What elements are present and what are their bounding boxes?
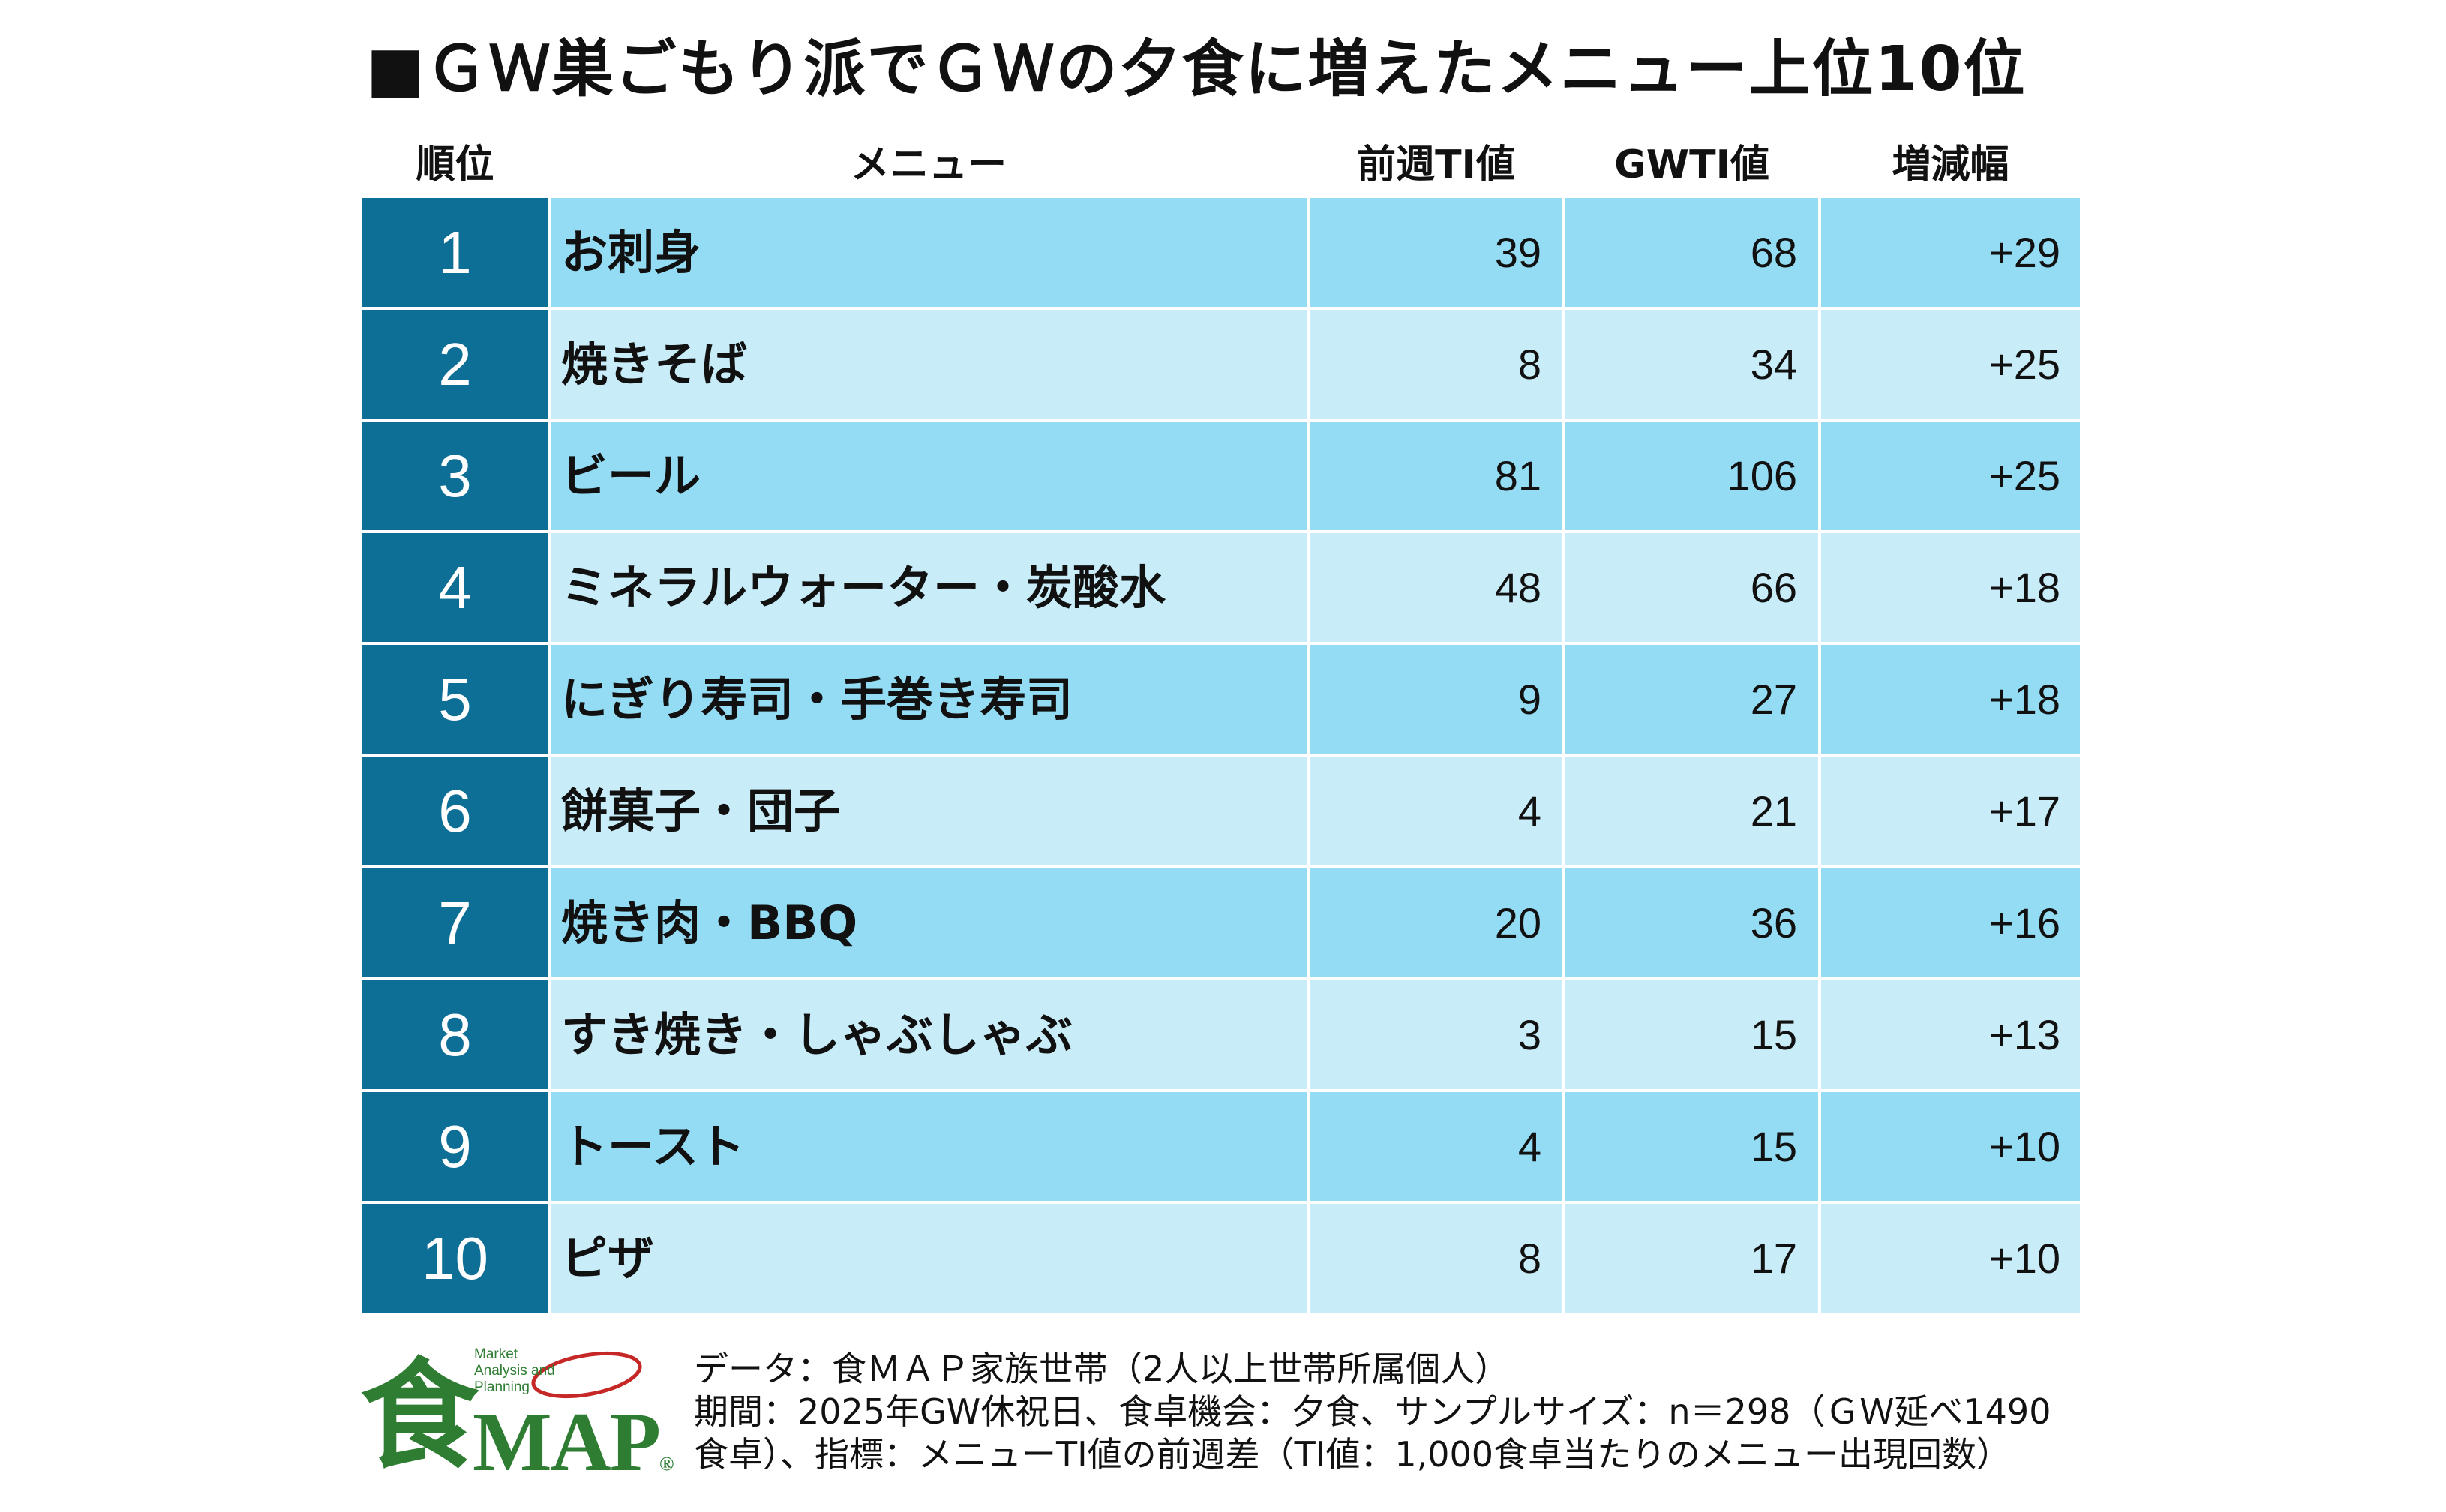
prev-ti-cell: 20 (1310, 868, 1562, 977)
prev-ti-cell: 4 (1310, 757, 1562, 866)
menu-cell: トースト (551, 1092, 1307, 1201)
logo-tagline: Market Analysis and Planning (474, 1346, 555, 1396)
prev-ti-cell: 8 (1310, 310, 1562, 418)
prev-ti-cell: 9 (1310, 645, 1562, 754)
diff-cell: +17 (1821, 757, 2080, 866)
gw-ti-cell: 66 (1565, 533, 1818, 642)
gw-ti-cell: 27 (1565, 645, 1818, 754)
gw-ti-cell: 15 (1565, 980, 1818, 1089)
gw-ti-cell: 21 (1565, 757, 1818, 866)
table-row: 3 ビール 81 106 +25 (362, 422, 2080, 533)
table-row: 9 トースト 4 15 +10 (362, 1092, 2080, 1204)
logo-swoosh-icon (531, 1352, 642, 1398)
registered-mark: ® (659, 1453, 674, 1474)
rank-cell: 4 (362, 533, 548, 642)
diff-cell: +10 (1821, 1092, 2080, 1201)
logo-tagline-line: Planning (474, 1379, 530, 1395)
diff-cell: +10 (1821, 1204, 2080, 1312)
logo-tagline-line: Analysis and (474, 1363, 555, 1378)
rank-cell: 3 (362, 422, 548, 530)
header-prev-ti: 前週TI値 (1357, 142, 1515, 188)
diff-cell: +13 (1821, 980, 2080, 1089)
rank-cell: 9 (362, 1092, 548, 1201)
rank-cell: 10 (362, 1204, 548, 1312)
gw-ti-cell: 68 (1565, 198, 1818, 307)
logo-kanji: 食 (360, 1346, 479, 1485)
menu-cell: ピザ (551, 1204, 1307, 1312)
prev-ti-cell: 3 (1310, 980, 1562, 1089)
menu-cell: にぎり寿司・手巻き寿司 (551, 645, 1307, 754)
chart-title: ■ＧＷ巣ごもり派でＧＷの夕食に増えたメニュー上位10位 (366, 34, 2027, 105)
footnote-line: 食卓）、指標：メニューTI値の前週差（TI値：1,000食卓当たりのメニュー出現… (694, 1434, 2012, 1474)
prev-ti-cell: 48 (1310, 533, 1562, 642)
footnote-line: 期間：2025年GW休祝日、食卓機会：夕食、サンプルサイズ：n＝298（ＧＷ延べ… (694, 1391, 2051, 1432)
prev-ti-cell: 4 (1310, 1092, 1562, 1201)
diff-cell: +25 (1821, 310, 2080, 418)
header-gw-ti: GWTI値 (1614, 142, 1769, 188)
prev-ti-cell: 39 (1310, 198, 1562, 307)
menu-cell: ビール (551, 422, 1307, 530)
table-row: 5 にぎり寿司・手巻き寿司 9 27 +18 (362, 645, 2080, 757)
ranking-table: 1 お刺身 39 68 +29 2 焼きそば 8 34 +25 3 ビール 81 106 +25 4 ミネラルウ… (362, 198, 2080, 1316)
table-row: 7 焼き肉・BBQ 20 36 +16 (362, 868, 2080, 980)
menu-cell: お刺身 (551, 198, 1307, 307)
footnote: データ：食ＭＡＰ家族世帯（2人以上世帯所属個人） 期間：2025年GW休祝日、食… (694, 1348, 2051, 1476)
rank-cell: 7 (362, 868, 548, 977)
rank-cell: 5 (362, 645, 548, 754)
prev-ti-cell: 81 (1310, 422, 1562, 530)
menu-cell: 焼きそば (551, 310, 1307, 418)
table-row: 2 焼きそば 8 34 +25 (362, 310, 2080, 422)
diff-cell: +18 (1821, 533, 2080, 642)
table-row: 10 ピザ 8 17 +10 (362, 1204, 2080, 1316)
footnote-line: データ：食ＭＡＰ家族世帯（2人以上世帯所属個人） (694, 1348, 1510, 1389)
logo-tagline-line: Market (474, 1346, 518, 1362)
menu-cell: ミネラルウォーター・炭酸水 (551, 533, 1307, 642)
diff-cell: +29 (1821, 198, 2080, 307)
table-header: 順位 メニュー 前週TI値 GWTI値 増減幅 (362, 135, 2080, 195)
header-diff: 増減幅 (1892, 142, 2009, 188)
rank-cell: 2 (362, 310, 548, 418)
rank-cell: 8 (362, 980, 548, 1089)
table-row: 6 餅菓子・団子 4 21 +17 (362, 757, 2080, 868)
diff-cell: +18 (1821, 645, 2080, 754)
gw-ti-cell: 15 (1565, 1092, 1818, 1201)
menu-cell: 餅菓子・団子 (551, 757, 1307, 866)
gw-ti-cell: 17 (1565, 1204, 1818, 1312)
diff-cell: +16 (1821, 868, 2080, 977)
rank-cell: 6 (362, 757, 548, 866)
gw-ti-cell: 106 (1565, 422, 1818, 530)
gw-ti-cell: 34 (1565, 310, 1818, 418)
gw-ti-cell: 36 (1565, 868, 1818, 977)
shokumap-logo: 食 Market Analysis and Planning MAP® (360, 1346, 674, 1487)
rank-cell: 1 (362, 198, 548, 307)
table-row: 4 ミネラルウォーター・炭酸水 48 66 +18 (362, 533, 2080, 645)
menu-cell: すき焼き・しゃぶしゃぶ (551, 980, 1307, 1089)
logo-map-text: MAP (473, 1396, 661, 1489)
table-row: 1 お刺身 39 68 +29 (362, 198, 2080, 310)
logo-wordmark: MAP® (473, 1396, 674, 1509)
menu-cell: 焼き肉・BBQ (551, 868, 1307, 977)
diff-cell: +25 (1821, 422, 2080, 530)
header-menu: メニュー (850, 142, 1007, 188)
header-rank: 順位 (416, 142, 494, 188)
table-row: 8 すき焼き・しゃぶしゃぶ 3 15 +13 (362, 980, 2080, 1092)
prev-ti-cell: 8 (1310, 1204, 1562, 1312)
